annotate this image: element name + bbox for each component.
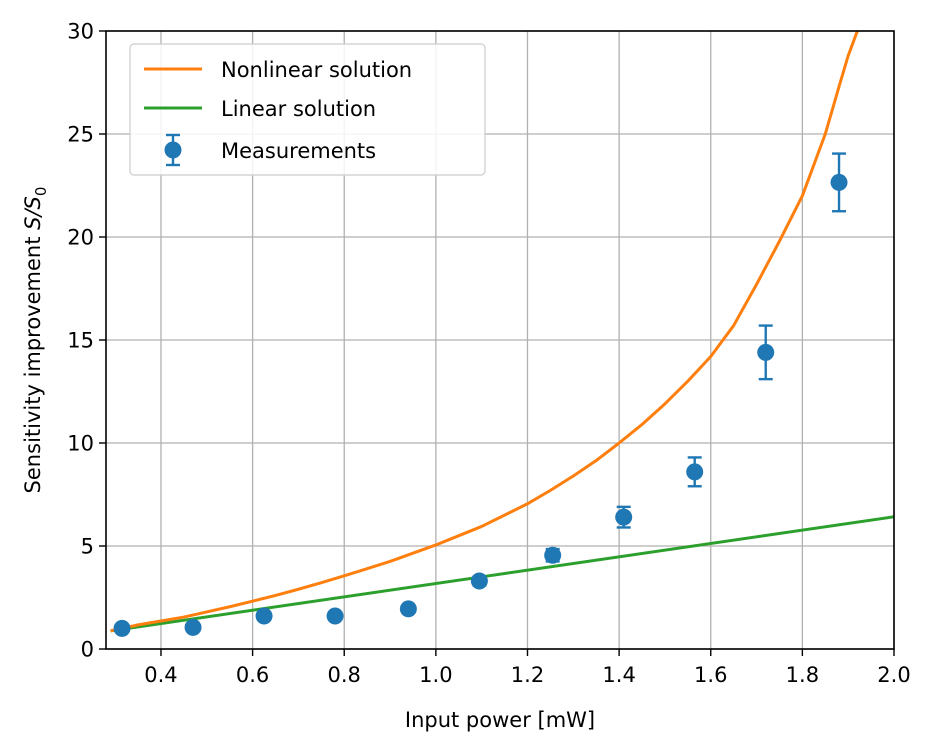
y-tick-label: 5 (81, 535, 94, 559)
measurement-marker (470, 572, 488, 590)
legend-marker (164, 141, 182, 159)
legend-box (129, 43, 486, 176)
measurement-marker (184, 618, 202, 636)
measurement-point (326, 607, 344, 625)
measurement-point (830, 152, 848, 213)
series-layer (110, 31, 894, 637)
legend-swatch-measurements (164, 133, 182, 167)
x-tick-label: 1.8 (786, 663, 819, 687)
measurement-point (757, 324, 775, 381)
y-tick-label: 30 (67, 20, 94, 44)
y-tick-label: 20 (67, 226, 94, 250)
measurement-point (615, 505, 633, 529)
x-tick-label: 1.2 (511, 663, 544, 687)
measurement-point (544, 546, 562, 564)
x-tick-label: 1.6 (694, 663, 727, 687)
y-tick-label: 25 (67, 123, 94, 147)
x-tick-label: 1.0 (419, 663, 452, 687)
measurement-marker (399, 600, 417, 618)
measurement-marker (255, 607, 273, 625)
legend-label-nonlinear: Nonlinear solution (221, 58, 412, 82)
measurement-point (399, 600, 417, 618)
x-tick-label: 1.4 (602, 663, 635, 687)
y-tick-label: 0 (81, 638, 94, 662)
measurement-point (113, 619, 131, 637)
measurement-point (255, 607, 273, 625)
x-tick-label: 0.4 (144, 663, 177, 687)
tick-layer: 0.4 0.6 0.8 1.0 1.2 1.4 1.6 1.8 2.0 0 5 10 15 20 25 30 (67, 20, 910, 688)
nonlinear-solution-line (110, 31, 859, 633)
measurement-marker (326, 607, 344, 625)
measurement-marker (113, 619, 131, 637)
x-tick-label: 2.0 (877, 663, 910, 687)
y-tick-label: 15 (67, 329, 94, 353)
measurement-marker (830, 173, 848, 191)
measurement-point (470, 572, 488, 590)
y-tick-label: 10 (67, 432, 94, 456)
linear-solution-line (110, 515, 894, 633)
measurement-marker (615, 508, 633, 526)
x-tick-label: 0.6 (236, 663, 269, 687)
y-axis-label: Sensitivity improvement S/S0 (21, 187, 50, 494)
measurement-point (686, 456, 704, 488)
y-axis-label-subscript: 0 (32, 187, 50, 197)
legend-label-measurements: Measurements (221, 139, 376, 163)
measurement-marker (686, 463, 704, 481)
x-axis-label: Input power [mW] (405, 708, 595, 732)
measurement-marker (757, 343, 775, 361)
x-tick-label: 0.8 (328, 663, 361, 687)
measurement-point (184, 618, 202, 636)
y-axis-label-text: Sensitivity improvement (21, 230, 45, 494)
legend: Nonlinear solution Linear solution Measu… (129, 43, 486, 176)
y-axis-label-math: S/S (21, 196, 45, 230)
legend-label-linear: Linear solution (221, 97, 376, 121)
measurement-marker (544, 546, 562, 564)
